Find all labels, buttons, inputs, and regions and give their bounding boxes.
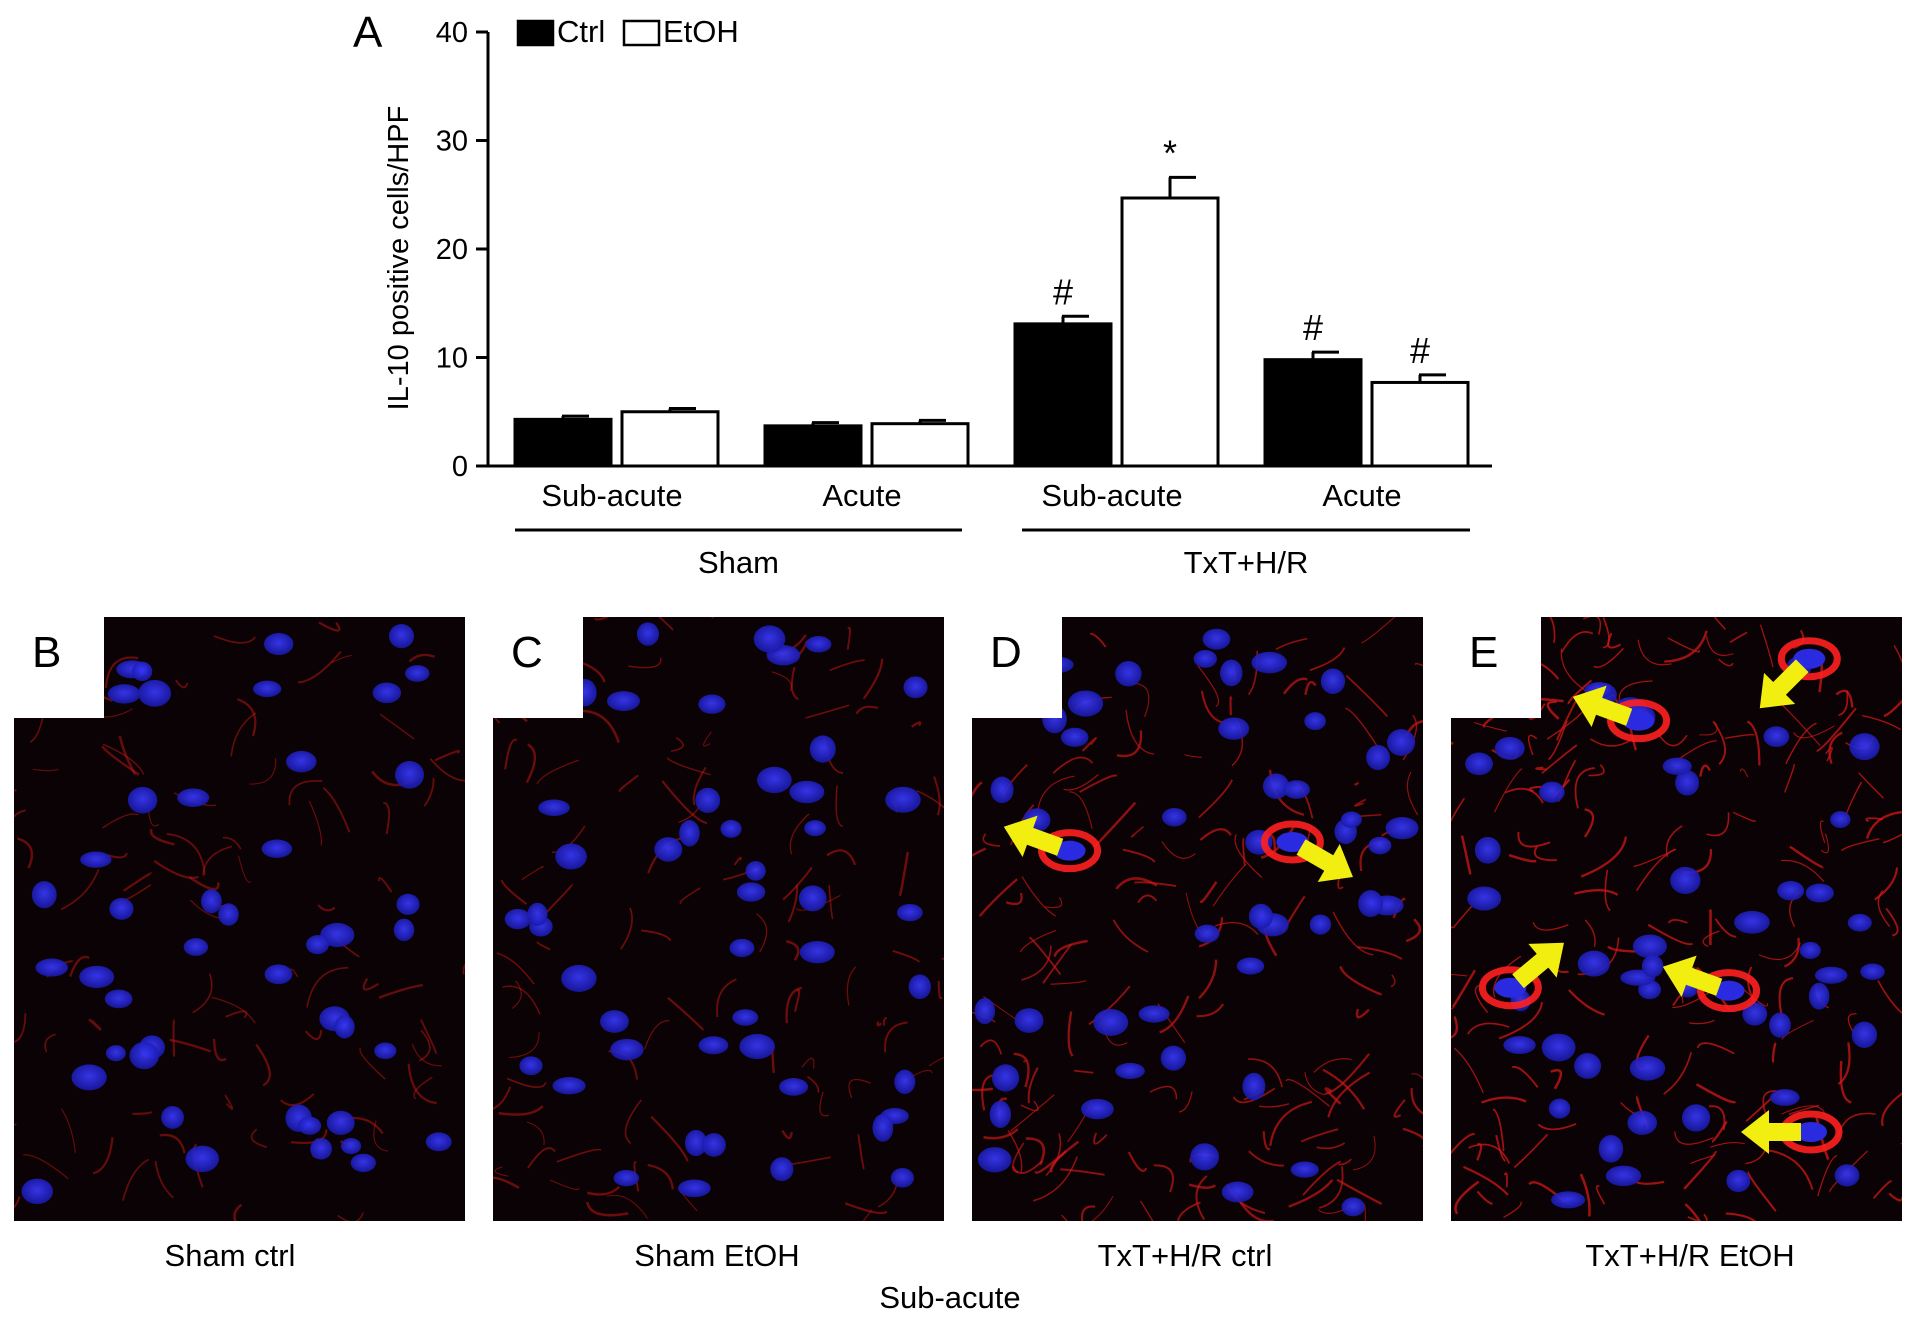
bar-group-ctrl-0: [513, 414, 613, 468]
micrograph-panel-b: B Sham ctrl: [14, 617, 465, 1273]
micrograph-panel-c: C Sham EtOH: [493, 617, 944, 1273]
group-labels: Sham TxT+H/R: [515, 528, 1470, 580]
yellow-arrow-icon: [1662, 955, 1723, 997]
yellow-arrow-icon: [1572, 685, 1633, 727]
significance-marker: *: [1163, 132, 1177, 173]
micrograph-image: [493, 617, 944, 1221]
micrograph-panel-d: D TxT+H/R ctrl: [972, 617, 1423, 1273]
micrograph-caption: TxT+H/R ctrl: [1098, 1238, 1273, 1273]
legend-label-ctrl: Ctrl: [557, 14, 605, 49]
legend-swatch-ctrl: [516, 19, 555, 47]
yellow-arrow-icon: [1003, 815, 1064, 857]
bar-etoh: [870, 422, 970, 468]
group-label: TxT+H/R: [1184, 545, 1309, 580]
panel-letter-e: E: [1469, 628, 1498, 677]
bar-group-etoh-3: #: [1370, 330, 1470, 468]
micrograph-image: [14, 617, 465, 1221]
bar-etoh: [620, 410, 720, 468]
bar-group-ctrl-3: #: [1263, 307, 1363, 468]
panel-letter-d: D: [990, 628, 1022, 677]
y-tick-label: 0: [452, 451, 468, 483]
y-axis-label: IL-10 positive cells/HPF: [383, 106, 415, 411]
significance-marker: #: [1410, 330, 1430, 371]
category-labels: Sub-acute Acute Sub-acute Acute: [541, 478, 1401, 513]
yellow-arrow-icon: [1741, 1110, 1801, 1154]
panel-letter-b: B: [32, 628, 61, 677]
bar-ctrl: [1013, 322, 1113, 468]
legend-label-etoh: EtOH: [663, 14, 739, 49]
category-label: Acute: [1322, 478, 1401, 513]
significance-marker: #: [1303, 307, 1323, 348]
bar-ctrl: [763, 424, 863, 468]
yellow-arrow-icon: [1512, 942, 1564, 989]
group-label: Sham: [698, 545, 779, 580]
bar-group-etoh-2: *: [1120, 132, 1220, 468]
micrograph-footer-label: Sub-acute: [879, 1280, 1020, 1315]
bar-etoh: [1370, 380, 1470, 468]
panel-letter-a: A: [353, 8, 383, 57]
micrograph-panels: B Sham ctrl C Sham EtOH D TxT+H/R ctrl E TxT+H/…: [14, 617, 1902, 1273]
bar-ctrl: [1263, 358, 1363, 468]
y-tick-label: 30: [436, 126, 468, 158]
yellow-arrow-icon: [1296, 839, 1353, 883]
y-tick-label: 10: [436, 343, 468, 375]
bar-group-etoh-0: [620, 406, 720, 468]
micrograph-caption: Sham EtOH: [634, 1238, 799, 1273]
bar-group-ctrl-2: #: [1013, 271, 1113, 468]
legend-swatch-etoh: [622, 19, 661, 47]
bar-group-ctrl-1: [763, 421, 863, 468]
category-label: Sub-acute: [1041, 478, 1182, 513]
significance-marker: #: [1053, 271, 1073, 312]
bar-ctrl: [513, 417, 613, 468]
bar-etoh: [1120, 196, 1220, 468]
bar-chart: A IL-10 positive cells/HPF 0 10 20 30 40 # # *…: [353, 8, 1492, 580]
micrograph-caption: TxT+H/R EtOH: [1585, 1238, 1794, 1273]
y-tick-label: 40: [436, 17, 468, 49]
micrograph-panel-e: E TxT+H/R EtOH: [1451, 617, 1902, 1273]
yellow-arrow-icon: [1759, 659, 1809, 709]
bar-group-etoh-1: [870, 418, 970, 468]
y-tick-label: 20: [436, 234, 468, 266]
bars: # # * #: [513, 132, 1470, 468]
category-label: Sub-acute: [541, 478, 682, 513]
category-label: Acute: [822, 478, 901, 513]
micrograph-image: [972, 617, 1423, 1221]
legend: Ctrl EtOH: [516, 14, 739, 49]
panel-letter-c: C: [511, 628, 543, 677]
micrograph-caption: Sham ctrl: [165, 1238, 296, 1273]
micrograph-image: [1451, 617, 1902, 1221]
